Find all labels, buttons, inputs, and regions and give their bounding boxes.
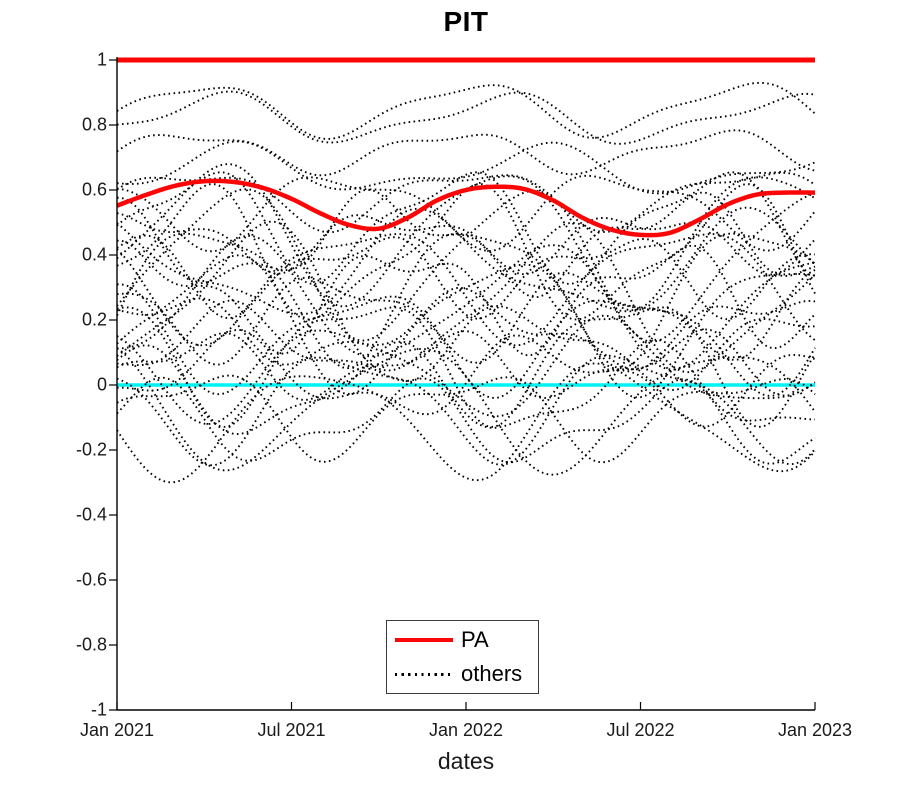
x-tick-label: Jan 2021 bbox=[79, 720, 155, 740]
x-axis-label: dates bbox=[437, 748, 495, 774]
pa-line-sample bbox=[395, 637, 453, 642]
legend-item-pa: PA bbox=[387, 624, 538, 656]
legend: PA others bbox=[386, 620, 539, 694]
y-tick-label: 0.4 bbox=[81, 244, 107, 265]
others-line-sample bbox=[395, 673, 453, 676]
y-tick-label: 0.8 bbox=[81, 114, 107, 135]
x-tick-label: Jan 2023 bbox=[777, 720, 853, 740]
legend-label-others: others bbox=[461, 661, 523, 687]
y-tick-label: -0.8 bbox=[75, 634, 107, 655]
y-tick-label: -0.4 bbox=[75, 504, 107, 525]
y-tick-label: 0.2 bbox=[81, 309, 107, 330]
y-tick-label: -0.6 bbox=[75, 569, 107, 590]
y-tick-label: 0.6 bbox=[81, 179, 107, 200]
x-tick-label: Jan 2022 bbox=[428, 720, 504, 740]
x-tick-label: Jul 2021 bbox=[257, 720, 326, 740]
y-tick-label: 1 bbox=[96, 49, 107, 70]
legend-item-others: others bbox=[387, 658, 538, 690]
y-tick-label: 0 bbox=[96, 374, 107, 395]
y-tick-label: -1 bbox=[90, 699, 107, 720]
legend-label-pa: PA bbox=[461, 626, 489, 652]
x-tick-label: Jul 2022 bbox=[606, 720, 675, 740]
y-tick-label: -0.2 bbox=[75, 439, 107, 460]
